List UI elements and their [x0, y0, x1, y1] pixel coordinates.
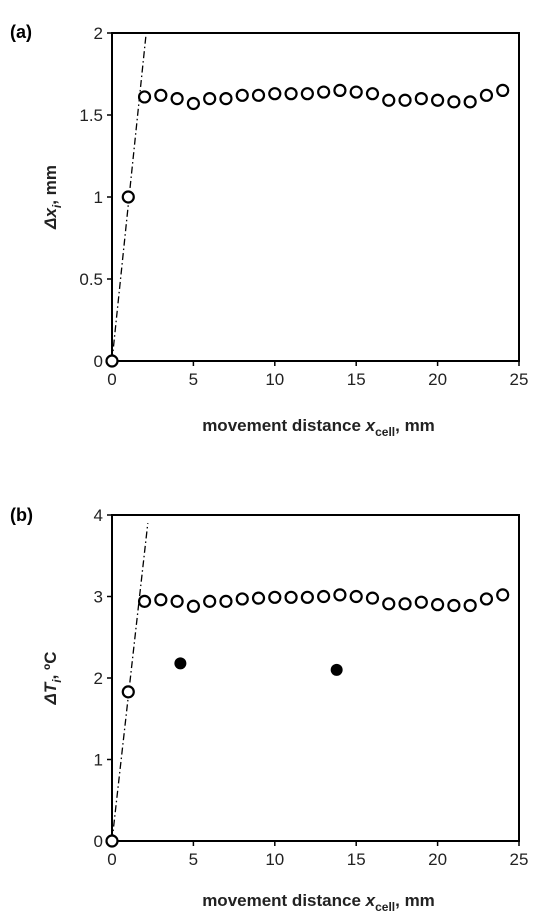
open-data-point	[317, 589, 331, 604]
x-axis-label: movement distance xcell, mm	[202, 891, 435, 914]
open-data-point	[463, 598, 477, 613]
open-data-point	[219, 594, 233, 608]
x-tick-label: 5	[189, 850, 198, 869]
plot-frame	[111, 32, 520, 362]
open-data-point	[121, 685, 135, 699]
open-data-point	[121, 190, 135, 204]
open-data-point	[203, 594, 217, 608]
open-data-point	[170, 91, 184, 106]
panel-label: (a)	[10, 22, 32, 42]
x-tick-label: 15	[347, 850, 366, 869]
x-tick-label: 20	[428, 850, 447, 869]
open-data-point	[463, 95, 477, 109]
open-data-point	[496, 83, 510, 98]
plot-frame	[111, 514, 520, 842]
open-data-point	[251, 88, 266, 102]
y-tick-label: 0.5	[79, 270, 103, 289]
dash-dot-line	[112, 523, 149, 841]
y-axis-label: Δxi, mm	[41, 165, 64, 230]
open-data-point	[398, 597, 412, 611]
open-data-point	[333, 83, 347, 98]
open-data-point	[300, 590, 314, 604]
y-tick-label: 2	[94, 669, 103, 688]
filled-data-point	[330, 663, 343, 676]
open-data-point	[447, 95, 461, 109]
y-tick-label: 1.5	[79, 106, 103, 125]
open-data-point	[365, 87, 380, 101]
open-data-point	[414, 91, 428, 106]
open-data-point	[398, 93, 412, 107]
x-tick-label: 10	[265, 850, 284, 869]
open-data-point	[479, 88, 494, 102]
y-tick-label: 1	[94, 751, 103, 770]
open-data-point	[219, 91, 233, 106]
open-data-point	[300, 87, 314, 101]
open-data-point	[284, 87, 298, 101]
y-tick-label: 2	[94, 24, 103, 43]
open-data-point	[496, 588, 510, 602]
open-data-point	[431, 598, 445, 612]
open-data-point	[170, 594, 184, 608]
y-tick-label: 0	[94, 832, 103, 851]
y-tick-label: 0	[94, 352, 103, 371]
open-data-point	[154, 88, 168, 102]
open-data-point	[349, 85, 363, 99]
open-data-point	[137, 90, 152, 104]
x-tick-label: 0	[107, 850, 116, 869]
open-data-point	[105, 354, 119, 368]
chart-panel-1: (a) 0 5 10 15 20 25 0 0.5 1 1.5 2 movement distance …	[10, 22, 528, 439]
x-tick-label: 5	[189, 370, 198, 389]
open-data-point	[268, 590, 282, 604]
x-tick-label: 25	[510, 370, 529, 389]
chart-panel-2: (b) 0 5 10 15 20 25 0 1 2 3 4 movement distance xcel…	[10, 505, 528, 914]
open-data-point	[382, 597, 396, 611]
open-data-point	[333, 588, 347, 602]
y-axis-label: ΔTi, ºC	[41, 651, 64, 705]
open-data-point	[186, 96, 200, 111]
open-data-point	[235, 592, 249, 606]
open-data-point	[431, 93, 445, 107]
x-tick-label: 10	[265, 370, 284, 389]
open-data-point	[251, 591, 266, 605]
x-tick-label: 20	[428, 370, 447, 389]
x-tick-label: 25	[510, 850, 529, 869]
x-axis-label: movement distance xcell, mm	[202, 416, 435, 439]
open-data-point	[349, 589, 363, 604]
open-data-point	[382, 93, 396, 107]
x-tick-label: 0	[107, 370, 116, 389]
open-data-point	[284, 590, 298, 604]
open-data-point	[203, 91, 217, 106]
open-data-point	[268, 87, 282, 101]
open-data-point	[317, 85, 331, 99]
open-data-point	[154, 593, 168, 607]
filled-data-point	[174, 657, 187, 670]
open-data-point	[105, 834, 119, 848]
open-data-point	[479, 592, 494, 606]
open-data-point	[235, 88, 249, 102]
open-data-point	[186, 599, 200, 613]
y-tick-label: 4	[94, 506, 103, 525]
open-data-point	[414, 595, 428, 609]
x-tick-label: 15	[347, 370, 366, 389]
y-tick-label: 1	[94, 188, 103, 207]
y-tick-label: 3	[94, 588, 103, 607]
open-data-point	[137, 594, 152, 608]
open-data-point	[447, 598, 461, 613]
panel-label: (b)	[10, 505, 33, 525]
open-data-point	[365, 591, 380, 605]
